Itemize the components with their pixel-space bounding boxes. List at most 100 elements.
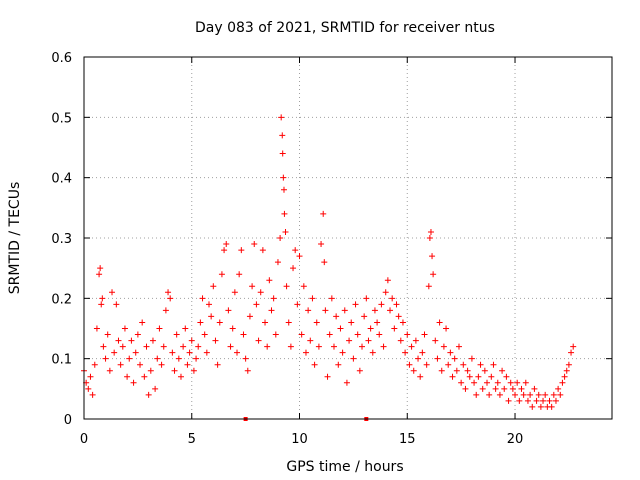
data-point xyxy=(279,132,286,139)
x-tick-labels: 0 5 10 15 20 xyxy=(80,432,523,447)
data-point xyxy=(208,313,215,320)
data-point xyxy=(330,343,337,350)
data-point xyxy=(426,235,433,241)
data-point xyxy=(410,367,417,374)
data-point xyxy=(434,355,441,362)
data-point xyxy=(363,295,370,302)
data-point xyxy=(548,403,555,410)
data-point xyxy=(341,307,348,314)
data-point xyxy=(507,379,514,386)
data-point xyxy=(104,331,111,338)
data-point xyxy=(419,349,426,356)
data-point xyxy=(147,367,154,374)
data-point xyxy=(518,385,525,392)
data-point xyxy=(277,235,284,241)
data-point xyxy=(540,397,547,404)
data-point xyxy=(369,349,376,356)
data-point xyxy=(309,295,316,302)
data-point xyxy=(475,373,482,380)
data-point xyxy=(374,319,381,326)
data-point xyxy=(227,343,234,350)
data-point xyxy=(492,385,499,392)
data-point xyxy=(421,331,428,338)
data-point xyxy=(393,301,400,308)
data-point xyxy=(113,301,120,308)
data-point xyxy=(162,307,169,314)
data-point xyxy=(141,373,148,380)
data-point xyxy=(210,283,217,290)
data-point xyxy=(158,361,165,368)
data-point xyxy=(382,289,389,296)
data-point xyxy=(535,391,542,398)
data-point xyxy=(484,379,491,386)
data-point xyxy=(279,150,286,157)
data-point xyxy=(91,361,98,368)
data-point xyxy=(218,271,225,278)
data-point xyxy=(499,367,506,374)
data-point xyxy=(249,283,256,290)
data-point xyxy=(203,349,210,356)
data-point xyxy=(272,331,279,338)
data-point xyxy=(423,361,430,368)
data-point xyxy=(221,247,228,254)
data-point xyxy=(402,349,409,356)
data-point xyxy=(490,361,497,368)
data-point xyxy=(324,373,331,380)
data-point xyxy=(171,367,178,374)
data-point xyxy=(268,307,275,314)
data-point xyxy=(537,403,544,410)
data-point xyxy=(152,385,159,392)
data-point xyxy=(290,265,297,272)
data-point xyxy=(298,331,305,338)
data-point xyxy=(294,301,301,308)
data-point xyxy=(199,295,206,302)
data-point xyxy=(337,325,344,332)
y-tick-label: 0 xyxy=(64,413,72,428)
data-point xyxy=(488,373,495,380)
data-point xyxy=(259,247,266,254)
data-point xyxy=(440,343,447,350)
data-point xyxy=(98,301,105,308)
data-point xyxy=(229,325,236,332)
data-point xyxy=(464,367,471,374)
data-point xyxy=(270,295,277,302)
data-point xyxy=(193,355,200,362)
data-point xyxy=(471,379,478,386)
data-point xyxy=(524,397,531,404)
data-point xyxy=(238,247,245,254)
data-point xyxy=(356,367,363,374)
data-point xyxy=(408,343,415,350)
data-point xyxy=(266,277,273,284)
y-tick-label: 0.2 xyxy=(51,292,72,307)
data-point xyxy=(352,301,359,308)
data-point xyxy=(359,343,366,350)
x-tick-label: 10 xyxy=(291,432,308,447)
data-point xyxy=(236,271,243,278)
data-point xyxy=(328,295,335,302)
y-tick-label: 0.4 xyxy=(51,172,72,187)
data-point xyxy=(149,337,156,344)
data-point xyxy=(395,313,402,320)
data-point xyxy=(173,331,180,338)
data-point xyxy=(175,355,182,362)
y-tick-label: 0.6 xyxy=(51,51,72,66)
data-point xyxy=(455,343,462,350)
data-point xyxy=(494,379,501,386)
data-point xyxy=(378,301,385,308)
data-point xyxy=(397,337,404,344)
data-points xyxy=(81,114,577,410)
data-point xyxy=(97,265,104,272)
data-point xyxy=(514,379,521,386)
data-point xyxy=(139,319,146,326)
data-point xyxy=(281,210,288,217)
data-point xyxy=(557,391,564,398)
data-point xyxy=(555,385,562,392)
data-point xyxy=(234,349,241,356)
data-point xyxy=(522,379,529,386)
data-point xyxy=(503,373,510,380)
data-point xyxy=(425,283,432,290)
data-point xyxy=(180,343,187,350)
data-point xyxy=(102,355,109,362)
data-point xyxy=(322,307,329,314)
data-point xyxy=(449,373,456,380)
